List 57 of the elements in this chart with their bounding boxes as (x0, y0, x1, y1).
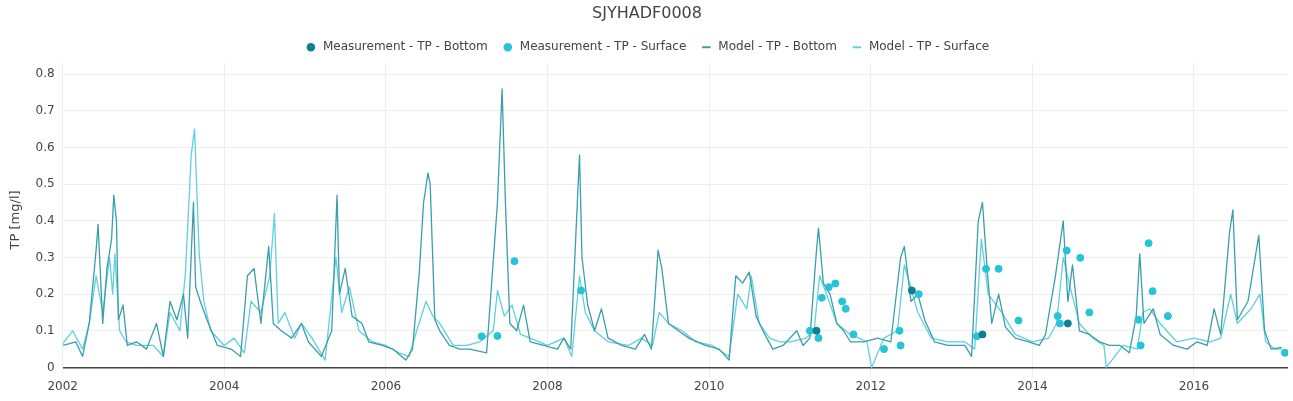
point (812, 326, 821, 335)
x-tick-label: 2004 (208, 378, 240, 393)
x-tick-label: 2006 (370, 378, 402, 393)
x-tick-label: 2002 (47, 378, 78, 393)
x-tick-label: 2014 (1017, 378, 1048, 393)
y-tick-label: 0.5 (35, 176, 55, 191)
point (914, 290, 923, 299)
x-tick-label: 2016 (1178, 378, 1210, 393)
point (577, 286, 586, 295)
point (907, 286, 916, 295)
y-tick-label: 0.6 (35, 139, 55, 154)
y-tick-label: 0.1 (35, 322, 55, 337)
point (817, 293, 826, 302)
legend-label: Model - TP - Surface (868, 39, 990, 54)
point (831, 279, 840, 288)
point (1144, 239, 1153, 248)
x-tick-label: 2008 (532, 378, 563, 393)
point (994, 264, 1003, 273)
point (1053, 312, 1062, 321)
point (510, 257, 519, 266)
point (1136, 341, 1145, 350)
legend-label: Measurement - TP - Bottom (322, 39, 488, 54)
y-tick-label: 0.8 (35, 66, 55, 81)
point (1055, 319, 1064, 328)
point (895, 326, 904, 335)
y-tick-label: 0.4 (35, 212, 55, 227)
point (805, 326, 814, 335)
y-tick-label: 0.3 (35, 249, 55, 264)
point (981, 264, 990, 273)
point (978, 330, 987, 339)
point (841, 304, 850, 313)
point (1134, 315, 1143, 324)
legend-label: Measurement - TP - Surface (519, 39, 687, 54)
point (814, 334, 823, 343)
point (824, 283, 833, 292)
x-tick-label: 2010 (693, 378, 725, 393)
point (1063, 319, 1072, 328)
legend-label: Model - TP - Bottom (718, 39, 837, 54)
point (1076, 253, 1085, 262)
y-tick-label: 0.7 (35, 102, 55, 117)
point (849, 330, 858, 339)
point (1014, 316, 1023, 325)
point (1280, 348, 1288, 357)
point (879, 345, 888, 354)
point (896, 341, 905, 350)
point (1062, 246, 1071, 255)
y-tick-label: 0 (47, 359, 55, 374)
chart-title: SJYHADF0008 (592, 2, 702, 22)
y-tick-label: 0.2 (35, 286, 55, 301)
point (493, 331, 502, 340)
x-tick-label: 2012 (855, 378, 886, 393)
point (477, 332, 486, 341)
y-axis-title: TP [mg/l] (7, 190, 23, 251)
point (1148, 287, 1157, 296)
point (1085, 308, 1094, 317)
point (1163, 312, 1172, 321)
point (838, 297, 847, 306)
